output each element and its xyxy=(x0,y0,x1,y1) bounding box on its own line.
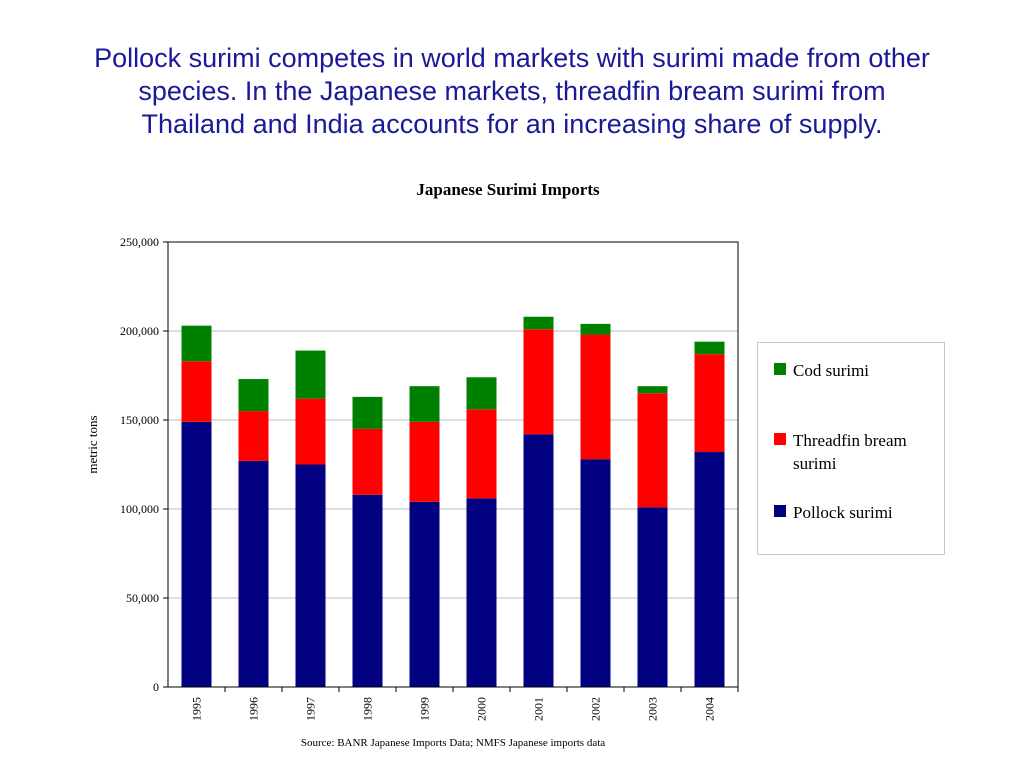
bar-threadfin-bream-surimi-1996 xyxy=(238,411,269,461)
bar-cod-surimi-1995 xyxy=(181,325,212,362)
source-note: Source: BANR Japanese Imports Data; NMFS… xyxy=(300,737,606,749)
bar-cod-surimi-1997 xyxy=(295,350,326,399)
x-tick-label: 2002 xyxy=(589,697,603,721)
legend-label-pollock: Pollock surimi xyxy=(793,503,893,522)
y-tick-label: 100,000 xyxy=(120,502,159,516)
bar-cod-surimi-1998 xyxy=(352,396,383,429)
y-tick-label: 150,000 xyxy=(120,413,159,427)
chart-legend: Cod surimi Threadfin bream surimi Polloc… xyxy=(757,342,945,555)
bar-cod-surimi-2001 xyxy=(523,316,554,330)
x-tick-label: 1997 xyxy=(304,697,318,721)
bar-threadfin-bream-surimi-1995 xyxy=(181,361,212,422)
headline-line-1: Pollock surimi competes in world markets… xyxy=(94,43,930,73)
y-tick-label: 0 xyxy=(153,680,159,694)
headline-line-3: Thailand and India accounts for an incre… xyxy=(141,109,883,139)
bar-threadfin-bream-surimi-2001 xyxy=(523,329,554,435)
x-tick-label: 2004 xyxy=(703,697,717,721)
bar-threadfin-bream-surimi-2003 xyxy=(637,393,668,508)
bar-pollock-surimi-2002 xyxy=(580,459,611,687)
page-headline: Pollock surimi competes in world markets… xyxy=(40,42,984,141)
y-axis-label: metric tons xyxy=(85,415,100,473)
x-tick-label: 2003 xyxy=(646,697,660,721)
legend-swatch-pollock xyxy=(774,505,786,517)
bar-cod-surimi-2000 xyxy=(466,377,497,410)
bar-pollock-surimi-1997 xyxy=(295,464,326,687)
y-tick-label: 50,000 xyxy=(126,591,159,605)
bar-pollock-surimi-1995 xyxy=(181,421,212,687)
bar-pollock-surimi-1998 xyxy=(352,494,383,687)
bar-pollock-surimi-2001 xyxy=(523,434,554,687)
bar-pollock-surimi-2000 xyxy=(466,498,497,687)
x-tick-label: 1999 xyxy=(418,697,432,721)
bar-cod-surimi-2003 xyxy=(637,386,668,394)
bar-threadfin-bream-surimi-1999 xyxy=(409,421,440,502)
y-tick-label: 250,000 xyxy=(120,235,159,249)
bar-threadfin-bream-surimi-2002 xyxy=(580,334,611,460)
legend-swatch-cod xyxy=(774,363,786,375)
bar-cod-surimi-2004 xyxy=(694,341,725,355)
bar-cod-surimi-2002 xyxy=(580,323,611,335)
bar-threadfin-bream-surimi-1997 xyxy=(295,398,326,465)
bar-cod-surimi-1999 xyxy=(409,386,440,422)
chart-title: Japanese Surimi Imports xyxy=(416,180,600,199)
bar-threadfin-bream-surimi-2000 xyxy=(466,409,497,499)
bar-threadfin-bream-surimi-2004 xyxy=(694,354,725,453)
bar-pollock-surimi-1996 xyxy=(238,460,269,687)
bar-cod-surimi-1996 xyxy=(238,379,269,412)
bar-threadfin-bream-surimi-1998 xyxy=(352,428,383,495)
legend-label-threadfin: Threadfin bream surimi xyxy=(793,431,907,473)
bar-pollock-surimi-1999 xyxy=(409,501,440,687)
headline-line-2: species. In the Japanese markets, thread… xyxy=(138,76,886,106)
plot-area-frame xyxy=(167,241,739,688)
x-tick-label: 1998 xyxy=(361,697,375,721)
bar-pollock-surimi-2004 xyxy=(694,452,725,687)
legend-label-cod: Cod surimi xyxy=(793,361,870,380)
x-tick-label: 1996 xyxy=(247,697,261,721)
legend-swatch-threadfin xyxy=(774,433,786,445)
y-tick-label: 200,000 xyxy=(120,324,159,338)
bar-pollock-surimi-2003 xyxy=(637,507,668,687)
x-tick-label: 2001 xyxy=(532,697,546,721)
x-tick-label: 1995 xyxy=(190,697,204,721)
x-tick-label: 2000 xyxy=(475,697,489,721)
